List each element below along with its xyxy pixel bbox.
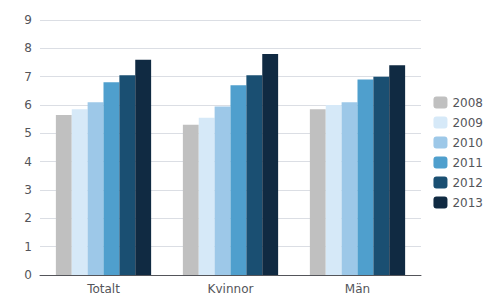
svg-text:2013: 2013 — [452, 196, 483, 210]
svg-text:0: 0 — [24, 268, 32, 282]
svg-text:1: 1 — [24, 240, 32, 254]
svg-text:2010: 2010 — [452, 136, 483, 150]
svg-text:Totalt: Totalt — [86, 282, 120, 296]
svg-text:5: 5 — [24, 126, 32, 140]
svg-text:4: 4 — [24, 155, 32, 169]
svg-text:2011: 2011 — [452, 156, 483, 170]
svg-text:Kvinnor: Kvinnor — [208, 282, 254, 296]
svg-text:2008: 2008 — [452, 96, 483, 110]
svg-text:7: 7 — [24, 70, 32, 84]
svg-text:2012: 2012 — [452, 176, 483, 190]
svg-text:9: 9 — [24, 13, 32, 27]
svg-text:2009: 2009 — [452, 116, 483, 130]
svg-text:2: 2 — [24, 211, 32, 225]
svg-text:Män: Män — [345, 282, 370, 296]
svg-text:6: 6 — [24, 98, 32, 112]
svg-text:3: 3 — [24, 183, 32, 197]
svg-text:8: 8 — [24, 41, 32, 55]
